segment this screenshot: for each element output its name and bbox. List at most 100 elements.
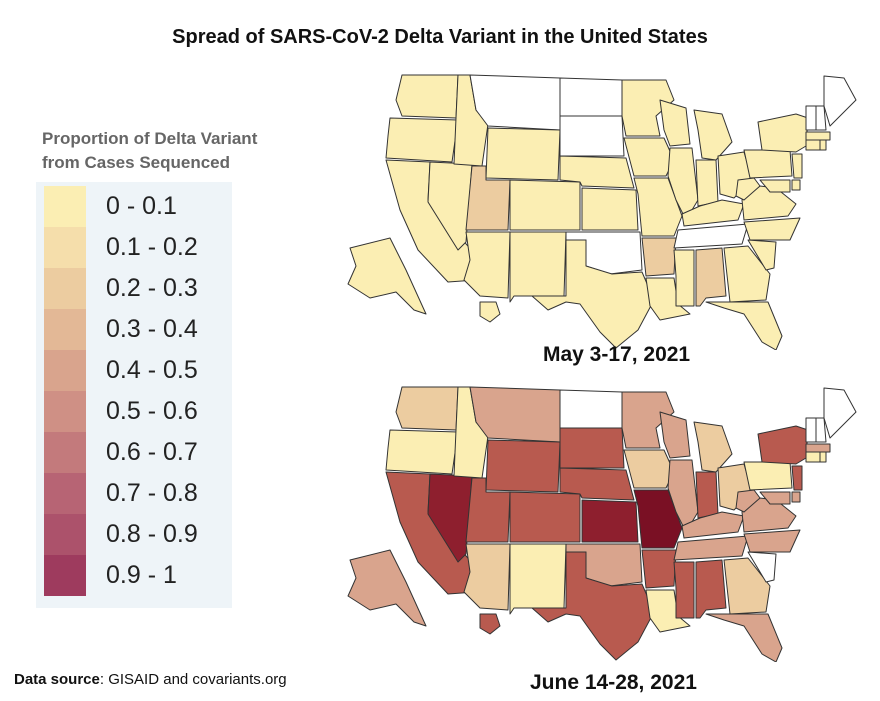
state-la	[645, 589, 691, 633]
map-june-caption: June 14-28, 2021	[530, 671, 697, 694]
legend-swatch	[44, 514, 86, 555]
map-may	[347, 74, 857, 350]
legend-label: 0.4 - 0.5	[106, 356, 198, 384]
state-az	[463, 231, 511, 299]
legend-title: Proportion of Delta Variant from Cases S…	[42, 127, 332, 175]
legend-swatch	[44, 186, 86, 227]
legend-swatch	[44, 350, 86, 391]
state-mt	[469, 386, 561, 443]
state-ga	[723, 557, 771, 615]
state-me	[823, 387, 857, 439]
state-nm	[509, 231, 567, 303]
state-nh	[815, 417, 827, 443]
state-vt	[805, 417, 817, 443]
state-fl	[705, 613, 783, 662]
state-ne	[559, 155, 635, 189]
state-nj	[791, 465, 803, 491]
state-mi	[693, 109, 733, 161]
state-nm	[509, 543, 567, 615]
state-in	[695, 471, 719, 519]
legend-label: 0.3 - 0.4	[106, 315, 198, 343]
state-de	[791, 491, 801, 503]
legend-swatch	[44, 555, 86, 596]
state-ia	[623, 137, 675, 177]
state-mn	[621, 391, 675, 449]
legend-swatch	[44, 473, 86, 514]
state-vt	[805, 105, 817, 131]
state-al	[695, 559, 727, 619]
state-wi	[659, 411, 691, 459]
state-mn	[621, 79, 675, 137]
state-co	[509, 491, 581, 543]
state-mt	[469, 74, 561, 131]
state-ak	[347, 237, 427, 315]
state-md	[759, 179, 791, 193]
state-sd	[559, 115, 625, 157]
state-ct	[805, 451, 821, 463]
state-or	[385, 117, 459, 163]
state-sc	[747, 239, 777, 271]
state-ar	[641, 237, 677, 277]
state-ct	[805, 139, 821, 151]
state-tx	[531, 239, 655, 349]
legend-title-line2: from Cases Sequenced	[42, 153, 231, 172]
figure-title: Spread of SARS-CoV-2 Delta Variant in th…	[172, 26, 708, 48]
legend-swatch	[44, 391, 86, 432]
legend-swatch	[44, 268, 86, 309]
state-tn	[673, 223, 749, 249]
legend-swatch	[44, 432, 86, 473]
state-ar	[641, 549, 677, 589]
state-ri	[819, 139, 827, 151]
state-wa	[395, 74, 459, 119]
legend-label: 0.6 - 0.7	[106, 438, 198, 466]
state-ia	[623, 449, 675, 489]
state-tx	[531, 551, 655, 661]
legend-swatch	[44, 309, 86, 350]
state-mi	[693, 421, 733, 473]
data-source-text: : GISAID and covariants.org	[99, 671, 287, 688]
legend-label: 0.7 - 0.8	[106, 479, 198, 507]
state-de	[791, 179, 801, 191]
state-sd	[559, 427, 625, 469]
legend-label: 0.9 - 1	[106, 561, 177, 589]
map-june	[347, 386, 857, 662]
state-al	[695, 247, 727, 307]
state-in	[695, 159, 719, 207]
state-me	[823, 75, 857, 127]
map-may-caption: May 3-17, 2021	[543, 343, 691, 366]
state-nc	[743, 529, 801, 553]
state-wy	[485, 127, 561, 181]
state-la	[645, 277, 691, 321]
legend-swatch	[44, 227, 86, 268]
state-ma	[805, 131, 831, 141]
legend-title-line1: Proportion of Delta Variant	[42, 129, 258, 148]
state-ms	[673, 249, 695, 307]
data-source-label: Data source	[14, 671, 100, 688]
state-ks	[581, 499, 639, 543]
state-nc	[743, 217, 801, 241]
data-source: Data source: GISAID and covariants.org	[14, 671, 287, 688]
state-pa	[743, 461, 793, 491]
state-ny	[757, 113, 809, 153]
state-tn	[673, 535, 749, 561]
state-pa	[743, 149, 793, 179]
legend-label: 0.5 - 0.6	[106, 397, 198, 425]
legend-label: 0.2 - 0.3	[106, 274, 198, 302]
state-ma	[805, 443, 831, 453]
state-wa	[395, 386, 459, 431]
state-co	[509, 179, 581, 231]
state-sc	[747, 551, 777, 583]
state-nd	[559, 389, 623, 429]
state-ms	[673, 561, 695, 619]
state-az	[463, 543, 511, 611]
state-hi	[479, 301, 501, 323]
state-or	[385, 429, 459, 475]
legend-label: 0.1 - 0.2	[106, 233, 198, 261]
state-wy	[485, 439, 561, 493]
state-nh	[815, 105, 827, 131]
state-fl	[705, 301, 783, 350]
state-ny	[757, 425, 809, 465]
state-nj	[791, 153, 803, 179]
state-hi	[479, 613, 501, 635]
